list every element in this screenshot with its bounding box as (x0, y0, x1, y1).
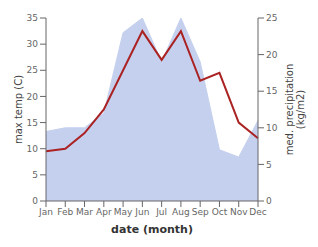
svg-text:5: 5 (266, 160, 272, 170)
svg-text:date (month): date (month) (111, 223, 193, 236)
svg-text:Dec: Dec (249, 207, 266, 217)
svg-text:May: May (114, 207, 133, 217)
svg-text:Feb: Feb (57, 207, 73, 217)
svg-text:5: 5 (32, 170, 38, 180)
svg-text:10: 10 (266, 123, 278, 133)
svg-text:max temp (C): max temp (C) (13, 75, 24, 144)
svg-text:25: 25 (266, 13, 277, 23)
svg-text:10: 10 (27, 144, 39, 154)
svg-text:Apr: Apr (96, 207, 112, 217)
svg-text:20: 20 (266, 50, 278, 60)
svg-text:0: 0 (266, 196, 272, 206)
svg-text:15: 15 (27, 118, 38, 128)
svg-text:Nov: Nov (230, 207, 248, 217)
svg-text:Jan: Jan (38, 207, 53, 217)
svg-text:30: 30 (27, 39, 39, 49)
svg-text:0: 0 (32, 196, 38, 206)
svg-text:Aug: Aug (172, 207, 190, 217)
svg-text:25: 25 (27, 65, 38, 75)
svg-text:35: 35 (27, 13, 38, 23)
svg-text:15: 15 (266, 86, 277, 96)
svg-text:Mar: Mar (76, 207, 93, 217)
svg-text:Sep: Sep (192, 207, 209, 217)
svg-text:20: 20 (27, 92, 39, 102)
svg-text:Jul: Jul (155, 207, 167, 217)
svg-text:med. precipitation(kg/m2): med. precipitation(kg/m2) (284, 64, 306, 156)
svg-text:Oct: Oct (212, 207, 228, 217)
svg-text:Jun: Jun (134, 207, 149, 217)
